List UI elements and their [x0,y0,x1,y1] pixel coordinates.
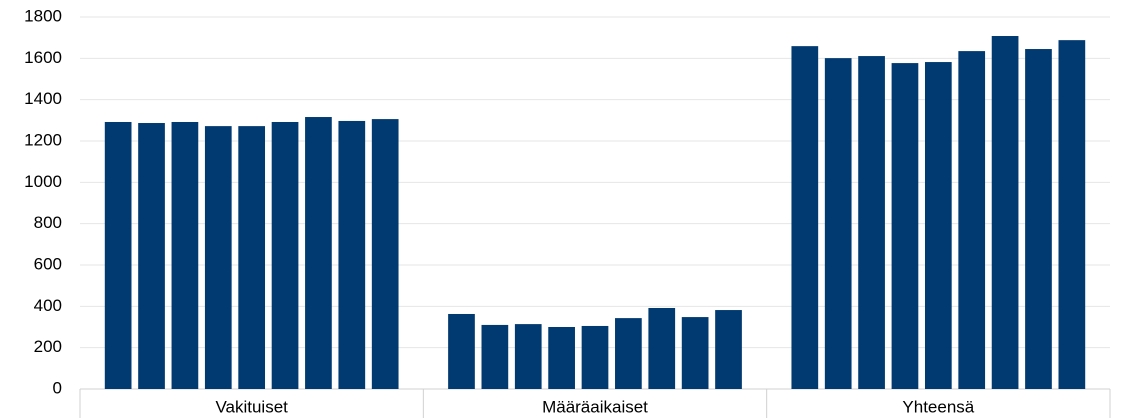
x-tick-label: Vakituiset [215,397,288,416]
bar [448,313,475,389]
y-tick-label: 1800 [24,6,62,25]
y-tick-label: 1200 [24,130,62,149]
bar [305,117,332,389]
bar [824,58,852,389]
bar [791,46,819,389]
x-tick-label: Määräaikaiset [542,397,648,416]
y-tick-label: 600 [34,254,62,273]
bar [924,62,952,389]
bar [338,120,366,389]
bar [238,126,266,390]
bar [581,325,609,389]
bar [204,126,232,390]
bar [991,36,1019,389]
bar [481,324,509,389]
bar [715,310,742,389]
bar [958,51,986,389]
bar [858,56,885,390]
y-tick-label: 200 [34,337,62,356]
bar [615,318,642,389]
bar [371,119,399,390]
bar [171,121,199,389]
bar [514,324,542,389]
bar [271,121,299,389]
bar [681,317,709,389]
y-tick-label: 1600 [24,48,62,67]
bar [138,123,165,390]
bar [548,327,575,389]
bar [104,121,132,389]
y-tick-label: 0 [53,378,62,397]
x-tick-label: Yhteensä [902,397,974,416]
bar [1025,49,1052,390]
bar [1058,40,1086,389]
y-tick-label: 1000 [24,172,62,191]
y-tick-label: 1400 [24,89,62,108]
bar [891,63,919,389]
y-tick-label: 400 [34,296,62,315]
y-tick-label: 800 [34,213,62,232]
bar [648,307,676,389]
